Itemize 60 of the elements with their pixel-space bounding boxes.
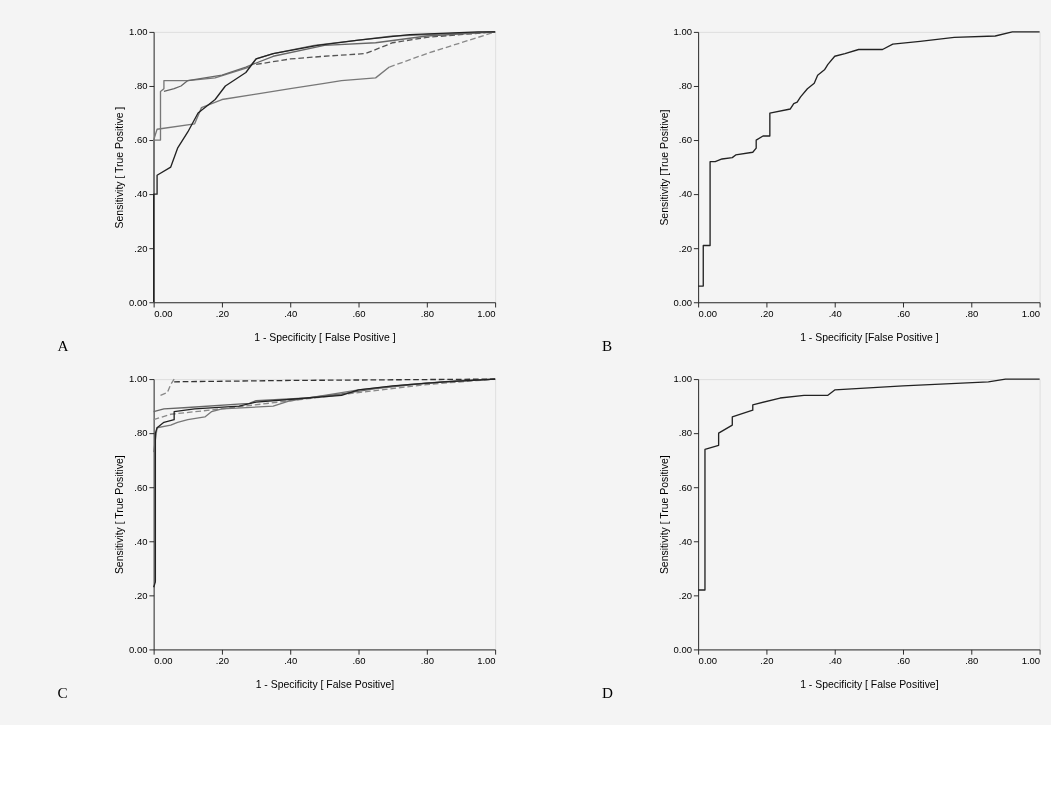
y-tick-label: .40 [678,188,692,200]
y-tick-label: .20 [134,589,148,601]
text: A [57,336,69,354]
x-tick-label: 0.00 [154,655,173,667]
y-tick-label: .60 [134,481,148,493]
y-tick-label: 0.00 [673,643,692,655]
x-tick-label: 0.00 [698,307,718,319]
x-tick-label: .80 [965,307,979,319]
y-tick-label: .60 [678,134,692,146]
y-tick-label: 0.00 [673,296,692,308]
text: C [57,683,68,701]
y-tick-label: .60 [134,134,148,146]
y-tick-label: .60 [678,481,692,493]
y-tick-label: .20 [678,589,692,601]
y-axis-title: Sensitivity [ True Positive] [114,455,126,575]
text: B [601,336,612,354]
x-tick-label: 1.00 [1021,307,1041,319]
x-tick-label: .20 [760,307,774,319]
y-axis-title: Sensitivity [ True Positive ] [114,106,126,229]
x-tick-label: 1.00 [477,655,496,667]
x-tick-label: .80 [965,655,979,667]
y-tick-label: .80 [678,427,692,439]
y-axis-title: Sensitivity [ True Positive] [658,455,670,575]
y-tick-label: .80 [678,80,692,92]
x-tick-label: .20 [215,307,230,319]
y-tick-label: 0.00 [129,643,148,655]
x-tick-label: .80 [420,307,434,319]
x-tick-label: .40 [284,655,298,667]
x-tick-label: .20 [760,655,774,667]
x-tick-label: .40 [828,307,842,319]
y-tick-label: 0.00 [129,296,148,308]
y-tick-label: 1.00 [129,373,148,385]
x-axis-title: 1 - Specificity [False Positive ] [800,331,939,343]
x-axis-title: 1 - Specificity [ False Positive] [800,678,939,690]
x-tick-label: .60 [352,655,366,667]
y-tick-label: .40 [678,535,692,547]
y-tick-label: 1.00 [673,26,692,38]
y-axis-title: Sensitivity [True Positive] [658,109,670,226]
y-tick-label: 1.00 [673,373,692,385]
y-tick-label: .40 [134,535,148,547]
x-tick-label: .80 [420,655,434,667]
y-tick-label: .20 [134,242,148,254]
y-tick-label: .80 [134,80,148,92]
y-tick-label: .80 [134,427,148,439]
text: D [601,683,613,701]
x-tick-label: .60 [896,307,911,319]
x-tick-label: .40 [284,307,298,319]
x-tick-label: 1.00 [477,307,496,319]
x-tick-label: 0.00 [154,307,173,319]
x-tick-label: 0.00 [698,655,718,667]
x-axis-title: 1 - Specificity [ False Positive] [255,678,395,690]
x-axis-title: 1 - Specificity [ False Positive ] [254,331,396,343]
x-tick-label: 1.00 [1021,655,1041,667]
x-tick-label: .20 [215,655,230,667]
x-tick-label: .60 [352,307,366,319]
y-tick-label: 1.00 [129,26,148,38]
x-tick-label: .40 [828,655,842,667]
y-tick-label: .40 [134,188,148,200]
y-tick-label: .20 [678,242,692,254]
x-tick-label: .60 [896,655,911,667]
